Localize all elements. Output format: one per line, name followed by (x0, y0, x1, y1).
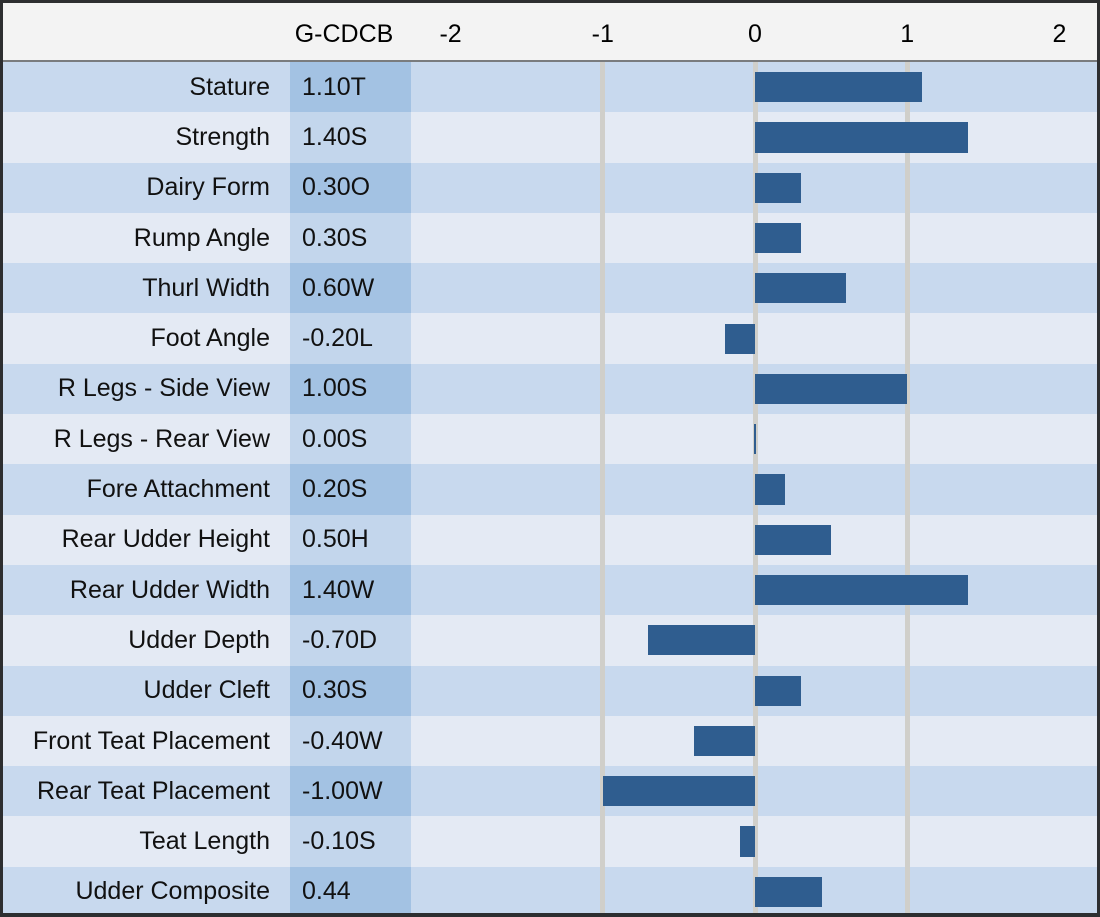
rows-layer: Stature 1.10T Strength 1.40S Dairy Form 0.30O… (0, 62, 1100, 917)
trait-label: Fore Attachment (86, 475, 270, 504)
plot-cell (411, 666, 1100, 716)
trait-label: Stature (189, 72, 270, 101)
trait-value: 0.44 (290, 866, 411, 917)
trait-label: Rear Udder Width (69, 575, 270, 604)
trait-label: Rear Teat Placement (37, 776, 270, 805)
plot-cell (411, 163, 1100, 213)
table-row: Rump Angle 0.30S (0, 212, 1100, 264)
table-row: Udder Cleft 0.30S (0, 665, 1100, 716)
trait-label: Front Teat Placement (32, 726, 270, 755)
trait-value: 0.30S (290, 212, 411, 264)
axis-tick-label: 0 (748, 19, 762, 48)
table-row: Teat Length -0.10S (0, 816, 1100, 867)
trait-label: R Legs - Rear View (53, 424, 270, 453)
plot-cell (411, 364, 1100, 414)
plot-cell (411, 766, 1100, 816)
plot-cell (411, 565, 1100, 615)
table-row: Rear Udder Height 0.50H (0, 514, 1100, 565)
trait-label: Rump Angle (133, 223, 270, 252)
trait-value: 1.00S (290, 363, 411, 415)
trait-value: 1.10T (290, 62, 411, 113)
trait-value: 1.40S (290, 112, 411, 163)
plot-cell (411, 263, 1100, 313)
trait-value: -0.40W (290, 715, 411, 767)
plot-cell (411, 464, 1100, 514)
trait-value: -0.70D (290, 615, 411, 666)
plot-cell (411, 867, 1100, 917)
plot-cell (411, 816, 1100, 866)
trait-label: Foot Angle (150, 324, 270, 353)
table-row: R Legs - Rear View 0.00S (0, 414, 1100, 465)
axis-tick-label: 1 (900, 19, 915, 48)
trait-label: Strength (175, 122, 270, 151)
table-row: Rear Udder Width 1.40W (0, 564, 1100, 616)
axis-tick-label: -2 (439, 19, 462, 48)
trait-label: Teat Length (139, 827, 270, 856)
trait-value: 0.60W (290, 263, 411, 314)
plot-cell (411, 515, 1100, 565)
table-row: Thurl Width 0.60W (0, 263, 1100, 314)
table-row: R Legs - Side View 1.00S (0, 363, 1100, 415)
table-row: Strength 1.40S (0, 112, 1100, 163)
trait-value: -0.20L (290, 313, 411, 364)
trait-label: Udder Composite (75, 877, 270, 906)
trait-label: Thurl Width (142, 273, 270, 302)
table-row: Dairy Form 0.30O (0, 162, 1100, 213)
trait-label: Dairy Form (146, 173, 270, 202)
table-row: Stature 1.10T (0, 62, 1100, 113)
plot-cell (411, 716, 1100, 766)
chart-header: G-CDCB -2 -1 0 1 2 (0, 0, 1100, 62)
table-row: Udder Composite 0.44 (0, 866, 1100, 917)
axis-tick-label: 2 (1052, 19, 1067, 48)
trait-label: Udder Cleft (143, 676, 270, 705)
trait-value: 0.30S (290, 665, 411, 716)
plot-cell (411, 62, 1100, 112)
table-row: Foot Angle -0.20L (0, 313, 1100, 364)
trait-label: Udder Depth (128, 625, 270, 654)
trait-value: 1.40W (290, 564, 411, 616)
table-row: Fore Attachment 0.20S (0, 464, 1100, 515)
plot-cell (411, 112, 1100, 162)
table-row: Front Teat Placement -0.40W (0, 715, 1100, 767)
table-row: Udder Depth -0.70D (0, 615, 1100, 666)
axis-tick-label: -1 (591, 19, 614, 48)
trait-value: -0.10S (290, 816, 411, 867)
table-row: Rear Teat Placement -1.00W (0, 766, 1100, 817)
chart-body: Stature 1.10T Strength 1.40S Dairy Form 0.30O… (0, 62, 1100, 917)
plot-cell (411, 615, 1100, 665)
plot-cell (411, 213, 1100, 263)
value-column-header: G-CDCB (294, 19, 394, 48)
plot-cell (411, 414, 1100, 464)
trait-value: 0.30O (290, 162, 411, 213)
trait-value: 0.20S (290, 464, 411, 515)
trait-label: Rear Udder Height (61, 525, 270, 554)
trait-value: 0.50H (290, 514, 411, 565)
plot-cell (411, 313, 1100, 363)
trait-value: -1.00W (290, 766, 411, 817)
trait-label: R Legs - Side View (57, 374, 270, 403)
trait-value: 0.00S (290, 414, 411, 465)
